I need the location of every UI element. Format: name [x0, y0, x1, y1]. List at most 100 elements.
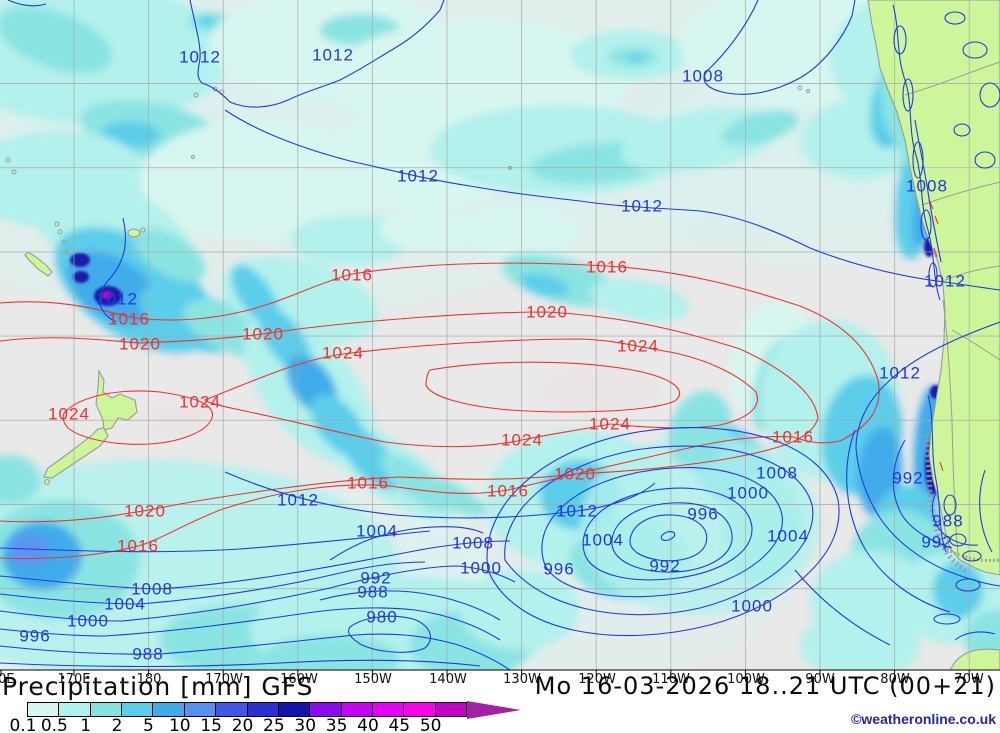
contour-label: 1020	[124, 501, 166, 521]
contour-label: 1024	[48, 404, 90, 424]
patagonia-archipelago	[923, 434, 970, 575]
tierra-del-fuego-coast	[939, 543, 1000, 562]
contour-label: 1012	[397, 166, 439, 186]
legend-value: 45	[388, 716, 411, 733]
legend-value: 50	[419, 716, 442, 733]
longitude-axis	[0, 669, 1000, 676]
contour-label: 1020	[526, 302, 568, 322]
legend-cell	[121, 703, 153, 716]
contour-label: 1016	[772, 427, 814, 447]
precipitation-scale	[27, 702, 467, 717]
contour-label: 1004	[582, 530, 624, 550]
contour-label: 1024	[617, 336, 659, 356]
contour-label: 1024	[501, 430, 543, 450]
contour-label: 1016	[108, 309, 150, 329]
copyright-link[interactable]: ©weatheronline.co.uk	[851, 711, 996, 727]
map-container: 1012 1012 1012 1008 1012 1012 1008 1012 1012 992 9…	[0, 0, 1000, 687]
legend-cell	[340, 703, 372, 716]
contour-label: 1024	[179, 392, 221, 412]
contour-label: 1000	[731, 596, 773, 616]
legend-value: 2	[111, 716, 123, 733]
contour-label: 1004	[767, 526, 809, 546]
longitude-tick-label: 100W	[727, 672, 765, 687]
legend-value: 15	[200, 716, 222, 733]
longitude-tick-label: 90W	[805, 672, 835, 687]
longitude-tick-label: 160W	[280, 672, 318, 687]
legend-value: 40	[357, 716, 379, 733]
contour-label: 1012	[312, 45, 354, 65]
contour-label: 1008	[452, 533, 494, 553]
legend-cell	[58, 703, 90, 716]
contour-label: 996	[543, 559, 575, 579]
contour-label: 1020	[242, 324, 284, 344]
legend-value: 20	[231, 716, 254, 733]
legend-value: 30	[294, 716, 317, 733]
legend-cell	[89, 703, 122, 716]
contour-label: 992	[892, 468, 924, 488]
legend-value: 5	[143, 716, 154, 733]
contour-label: 1016	[586, 257, 628, 277]
small-island	[140, 227, 146, 233]
legend-cell	[434, 703, 467, 716]
contour-label: 992	[360, 568, 392, 588]
legend-cell	[215, 703, 247, 716]
contour-label: 1016	[117, 536, 159, 556]
contour-label: 1012	[879, 363, 921, 383]
longitude-tick-label: 170E	[57, 672, 91, 687]
stewart-island	[43, 478, 51, 486]
isobars-blue	[0, 0, 1000, 670]
legend-cell	[403, 703, 435, 716]
contour-label: 992	[649, 556, 681, 576]
contour-label: 1012	[179, 47, 221, 67]
contour-label: 1008	[756, 463, 798, 483]
longitude-tick-label: 180	[136, 672, 162, 687]
contour-label: 1020	[554, 464, 596, 484]
map-canvas	[0, 0, 1000, 676]
forecast-datetime: Mo 16-03-2026 18..21 UTC (00+21)	[534, 672, 996, 700]
contour-label: 1024	[322, 343, 364, 363]
contour-label: 1000	[460, 558, 502, 578]
contour-label: 1016	[487, 481, 529, 501]
contour-label: 1008	[682, 66, 724, 86]
contour-label: 1020	[119, 334, 161, 354]
longitude-tick-label: 70W	[954, 672, 984, 687]
legend-value: 25	[263, 716, 285, 733]
contour-label: 1000	[727, 483, 769, 503]
map-title: Precipitation [mm] GFS	[2, 672, 314, 701]
contour-label: 992	[921, 532, 953, 552]
contour-label: 1012	[621, 196, 663, 216]
legend-value: 1	[80, 716, 92, 733]
legend-value: 10	[168, 716, 191, 733]
contour-label: 1016	[347, 473, 389, 493]
land-layer	[24, 0, 1000, 670]
contour-label: 1004	[356, 521, 398, 541]
longitude-tick-label: 140W	[429, 672, 467, 687]
legend-cell	[371, 703, 404, 716]
antarctic-corner-land	[949, 648, 1000, 670]
small-islands-layer	[5, 85, 810, 255]
contour-label: 996	[19, 626, 51, 646]
contour-label: 1012	[277, 490, 319, 510]
legend-cell	[277, 703, 310, 716]
fiji	[127, 228, 141, 238]
contour-label: 996	[687, 504, 719, 524]
contour-label: 1012	[556, 501, 598, 521]
legend-cell	[28, 703, 59, 716]
longitude-tick-label: 110W	[652, 672, 690, 687]
legend-value: 0.5	[40, 716, 68, 733]
contour-label: 988	[357, 582, 389, 602]
new-caledonia	[24, 251, 53, 277]
legend-value: 0.1	[9, 716, 37, 733]
scale-overflow-arrow	[467, 701, 521, 719]
legend-cell	[309, 703, 341, 716]
longitude-tick-label: 120W	[578, 672, 616, 687]
contour-label: 988	[132, 644, 164, 664]
longitude-tick-label: 170W	[205, 672, 243, 687]
contour-label: 1004	[104, 594, 146, 614]
legend-value: 35	[325, 716, 348, 733]
longitude-tick-label: 150W	[354, 672, 392, 687]
graticule-layer	[0, 0, 1000, 670]
contour-label: 1000	[67, 611, 109, 631]
